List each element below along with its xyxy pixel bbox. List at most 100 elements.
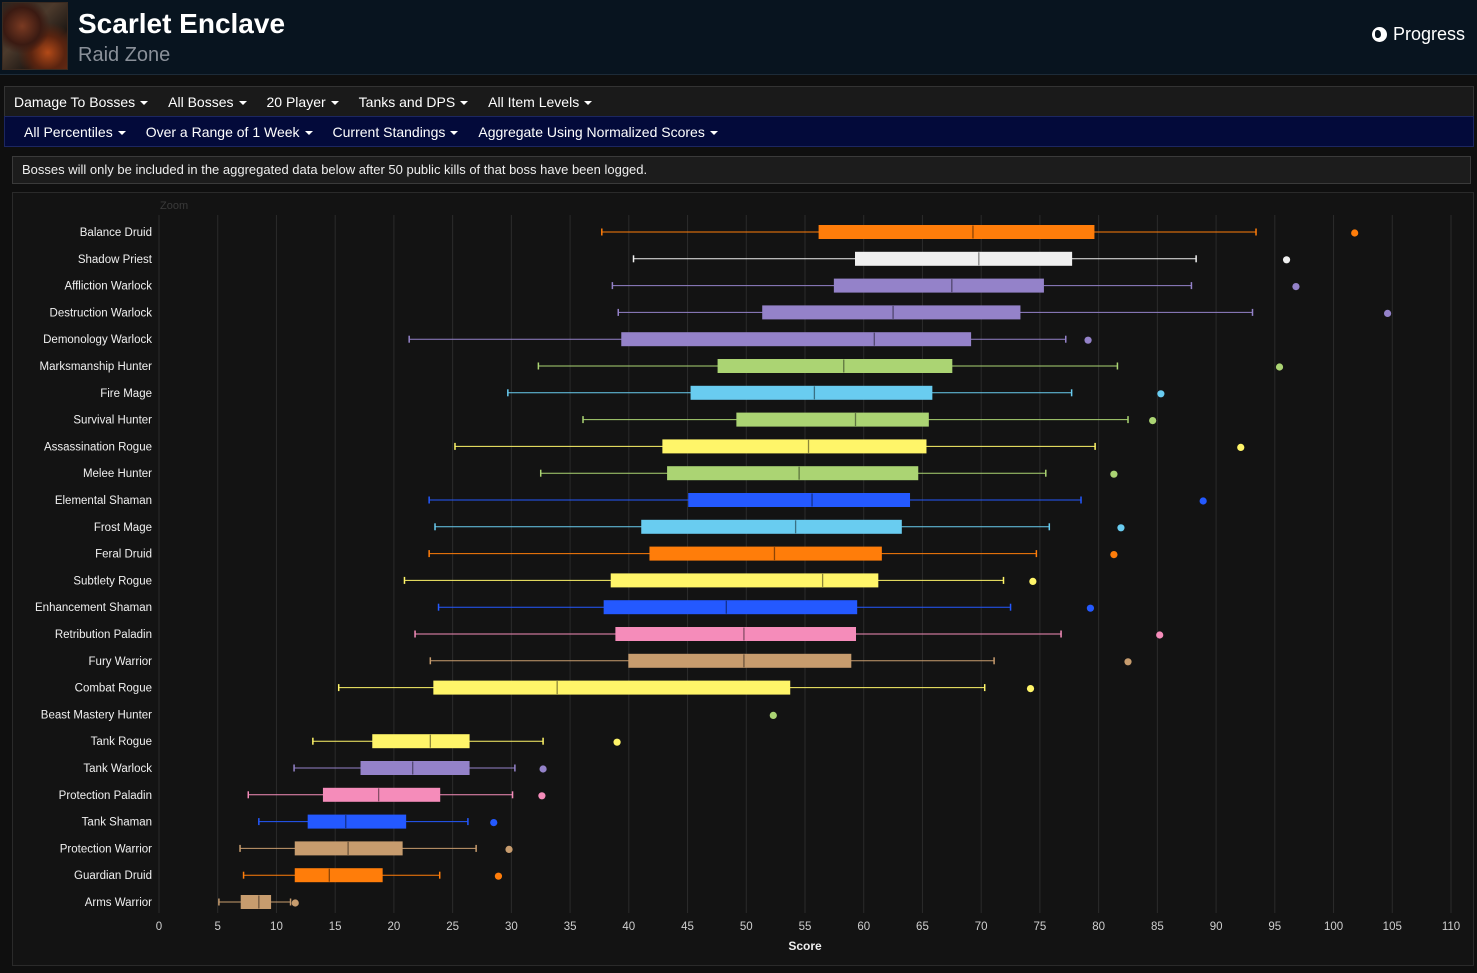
caret-down-icon	[304, 130, 313, 135]
metric-dropdown-label: Damage To Bosses	[14, 93, 136, 110]
boxplot-chart-panel: Zoom 0 5 10 15 20 25 30 35 40 45 50 55 60 65 70 75 80 85 90…	[12, 192, 1474, 966]
x-tick-label: 30	[505, 921, 518, 933]
x-axis-label: Score	[788, 939, 822, 953]
box-fire-mage	[690, 385, 933, 400]
x-tick-label: 60	[857, 921, 870, 933]
x-tick-label: 110	[1442, 921, 1460, 933]
category-label-assassination-rogue: Assassination Rogue	[44, 441, 152, 453]
item-level-dropdown[interactable]: All Item Levels	[478, 94, 602, 110]
box-balance-druid	[818, 225, 1095, 239]
raid-size-dropdown-label: 20 Player	[266, 93, 326, 110]
box-marksmanship-hunter	[717, 359, 953, 373]
category-label-melee-hunter: Melee Hunter	[83, 468, 152, 480]
x-tick-label: 80	[1092, 921, 1105, 933]
box-tank-shaman	[307, 814, 407, 829]
caret-down-icon	[140, 100, 149, 105]
metric-dropdown[interactable]: Damage To Bosses	[5, 94, 158, 110]
caret-down-icon	[450, 130, 459, 135]
box-affliction-warlock	[833, 278, 1044, 293]
box-demonology-warlock	[621, 332, 972, 347]
category-label-enhancement-shaman: Enhancement Shaman	[35, 602, 152, 614]
outlier-beast-mastery-hunter	[769, 711, 777, 720]
outlier-marksmanship-hunter	[1275, 363, 1284, 371]
box-protection-warrior	[294, 841, 403, 856]
category-label-elemental-shaman: Elemental Shaman	[55, 495, 152, 507]
outlier-enhancement-shaman	[1086, 604, 1095, 612]
category-label-tank-rogue: Tank Rogue	[91, 736, 152, 748]
standings-dropdown-label: Current Standings	[332, 123, 446, 140]
category-label-survival-hunter: Survival Hunter	[73, 415, 152, 427]
category-label-feral-druid: Feral Druid	[95, 549, 152, 561]
item-level-dropdown-label: All Item Levels	[488, 93, 580, 110]
category-label-retribution-paladin: Retribution Paladin	[55, 629, 152, 641]
x-tick-label: 40	[622, 921, 635, 933]
x-tick-label: 85	[1151, 921, 1164, 933]
outlier-melee-hunter	[1110, 470, 1118, 478]
role-dropdown[interactable]: Tanks and DPS	[349, 94, 479, 110]
globe-icon	[1371, 27, 1387, 42]
outlier-demonology-warlock	[1084, 336, 1092, 344]
percentile-dropdown[interactable]: All Percentiles	[5, 124, 136, 140]
outlier-protection-paladin	[538, 792, 546, 800]
x-tick-label: 5	[215, 921, 221, 933]
role-dropdown-label: Tanks and DPS	[358, 93, 456, 110]
progress-label: Progress	[1392, 24, 1465, 44]
time-range-dropdown-label: Over a Range of 1 Week	[145, 123, 300, 140]
category-label-guardian-druid: Guardian Druid	[74, 870, 152, 882]
standings-dropdown[interactable]: Current Standings	[323, 124, 469, 140]
category-label-affliction-warlock: Affliction Warlock	[64, 281, 152, 293]
category-label-beast-mastery-hunter: Beast Mastery Hunter	[41, 709, 152, 721]
category-label-protection-paladin: Protection Paladin	[59, 790, 152, 802]
category-label-balance-druid: Balance Druid	[80, 227, 152, 239]
boss-dropdown[interactable]: All Bosses	[158, 94, 256, 110]
x-tick-label: 0	[156, 921, 162, 933]
box-protection-paladin	[322, 787, 441, 802]
outlier-feral-druid	[1110, 551, 1118, 559]
zone-icon	[2, 2, 68, 70]
aggregation-dropdown[interactable]: Aggregate Using Normalized Scores	[468, 124, 727, 140]
category-label-fury-warrior: Fury Warrior	[89, 656, 153, 668]
filter-bar-primary: Damage To Bosses All Bosses 20 Player Ta…	[4, 86, 1474, 117]
category-label-tank-shaman: Tank Shaman	[82, 817, 152, 829]
category-label-protection-warrior: Protection Warrior	[60, 843, 152, 855]
caret-down-icon	[238, 100, 247, 105]
category-label-demonology-warlock: Demonology Warlock	[43, 334, 152, 346]
boxplot-chart[interactable]: Zoom 0 5 10 15 20 25 30 35 40 45 50 55 60 65 70 75 80 85 90…	[13, 193, 1473, 965]
outlier-protection-warrior	[505, 845, 513, 854]
x-tick-label: 25	[446, 921, 459, 933]
outlier-subtlety-rogue	[1029, 577, 1037, 585]
caret-down-icon	[117, 130, 126, 135]
x-tick-label: 35	[564, 921, 577, 933]
raid-size-dropdown[interactable]: 20 Player	[257, 94, 349, 110]
notice-banner: Bosses will only be included in the aggr…	[12, 156, 1471, 184]
box-assassination-rogue	[662, 439, 927, 454]
zone-subtitle: Raid Zone	[78, 44, 171, 66]
box-combat-rogue	[433, 680, 791, 695]
progress-link[interactable]: Progress	[1371, 24, 1465, 45]
category-label-fire-mage: Fire Mage	[100, 388, 152, 400]
caret-down-icon	[330, 100, 339, 105]
x-tick-label: 95	[1268, 921, 1281, 933]
box-enhancement-shaman	[603, 600, 858, 615]
caret-down-icon	[709, 130, 718, 135]
x-tick-label: 20	[388, 921, 401, 933]
outlier-destruction-warlock	[1383, 309, 1392, 317]
category-label-arms-warrior: Arms Warrior	[85, 897, 152, 909]
box-tank-rogue	[372, 734, 470, 749]
time-range-dropdown[interactable]: Over a Range of 1 Week	[136, 124, 323, 140]
outlier-fire-mage	[1157, 390, 1165, 398]
outlier-fury-warrior	[1124, 658, 1132, 666]
box-guardian-druid	[294, 868, 383, 883]
box-melee-hunter	[667, 466, 919, 481]
category-label-combat-rogue: Combat Rogue	[75, 683, 152, 695]
outlier-shadow-priest	[1282, 256, 1291, 264]
outlier-tank-shaman	[490, 819, 498, 827]
zone-header: Scarlet Enclave Raid Zone Progress	[0, 0, 1477, 75]
x-tick-label: 50	[740, 921, 753, 933]
percentile-dropdown-label: All Percentiles	[24, 123, 113, 140]
x-tick-label: 70	[975, 921, 988, 933]
category-label-frost-mage: Frost Mage	[94, 522, 152, 534]
box-fury-warrior	[628, 653, 852, 668]
category-label-subtlety-rogue: Subtlety Rogue	[73, 575, 152, 587]
x-tick-label: 15	[329, 921, 342, 933]
